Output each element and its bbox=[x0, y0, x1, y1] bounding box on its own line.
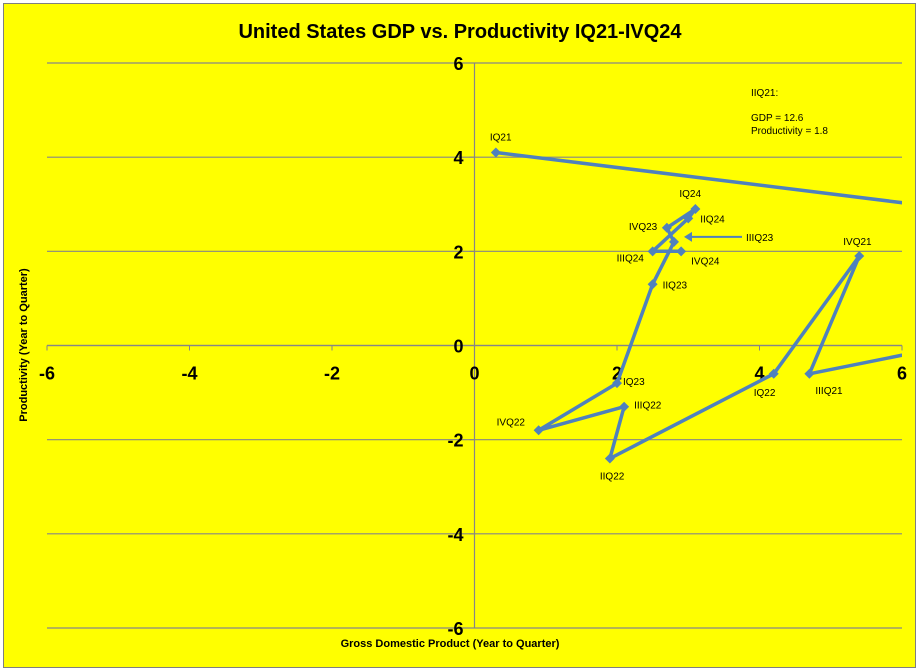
y-tick-label: -6 bbox=[447, 619, 463, 639]
point-label: IIIQ23 bbox=[746, 233, 774, 244]
point-marker bbox=[804, 368, 815, 379]
annotation: IIQ21: GDP = 12.6 Productivity = 1.8 bbox=[751, 88, 828, 137]
point-marker bbox=[690, 203, 701, 214]
series-line bbox=[495, 150, 902, 461]
y-tick-label: 0 bbox=[453, 337, 463, 357]
arrow-head bbox=[684, 231, 692, 242]
x-tick-label: 0 bbox=[469, 364, 479, 384]
point-label: IIIQ24 bbox=[617, 253, 645, 264]
x-tick-label: -6 bbox=[39, 364, 55, 384]
point-marker bbox=[661, 222, 672, 233]
x-axis-title: Gross Domestic Product (Year to Quarter) bbox=[341, 638, 560, 650]
point-label: IQ22 bbox=[754, 388, 776, 399]
point-marker bbox=[604, 453, 615, 464]
axes: -6 -4 -2 0 2 4 6 6 4 2 0 -2 -4 -6 bbox=[39, 54, 907, 639]
point-label: IVQ21 bbox=[843, 237, 872, 248]
point-marker bbox=[676, 246, 687, 257]
point-label: IIIQ22 bbox=[634, 401, 662, 412]
x-tick-label: -2 bbox=[324, 364, 340, 384]
point-label: IIQ23 bbox=[663, 280, 688, 291]
data-series bbox=[490, 147, 902, 464]
point-marker bbox=[490, 147, 501, 158]
point-label: IVQ23 bbox=[629, 222, 658, 233]
point-marker bbox=[647, 279, 658, 290]
x-tick-label: 2 bbox=[612, 364, 622, 384]
point-label: IIQ24 bbox=[700, 214, 725, 225]
point-label: IQ21 bbox=[490, 132, 512, 143]
y-tick-label: 6 bbox=[453, 54, 463, 74]
x-tick-label: 4 bbox=[754, 364, 764, 384]
point-label: IVQ22 bbox=[497, 417, 526, 428]
point-marker bbox=[854, 251, 865, 262]
point-label: IQ23 bbox=[623, 377, 645, 388]
annotation-line-2: GDP = 12.6 bbox=[751, 113, 804, 124]
point-marker bbox=[647, 246, 658, 257]
y-axis-title: Productivity (Year to Quarter) bbox=[18, 268, 30, 422]
point-label: IIIQ21 bbox=[815, 386, 843, 397]
point-labels: IQ21 IIIQ21 IVQ21 IQ22 IIQ22 IIIQ22 IVQ22 IQ23 I… bbox=[490, 132, 872, 482]
point-marker bbox=[669, 236, 679, 247]
x-tick-label: -4 bbox=[181, 364, 197, 384]
point-marker bbox=[768, 368, 779, 379]
point-label: IVQ24 bbox=[691, 256, 720, 267]
annotation-line-3: Productivity = 1.8 bbox=[751, 126, 828, 137]
point-marker bbox=[533, 425, 544, 436]
x-tick-label: 6 bbox=[897, 364, 907, 384]
point-marker bbox=[612, 378, 622, 389]
y-tick-label: -4 bbox=[447, 525, 463, 545]
point-label: IQ24 bbox=[679, 189, 701, 200]
y-tick-label: -2 bbox=[447, 431, 463, 451]
chart-title: United States GDP vs. Productivity IQ21-… bbox=[238, 21, 682, 43]
chart-area bbox=[3, 3, 916, 668]
point-marker bbox=[619, 401, 630, 412]
y-tick-label: 2 bbox=[453, 242, 463, 262]
point-label: IIQ22 bbox=[600, 472, 625, 483]
point-marker bbox=[683, 213, 694, 224]
y-tick-label: 4 bbox=[453, 148, 463, 168]
annotation-line-1: IIQ21: bbox=[751, 88, 778, 99]
